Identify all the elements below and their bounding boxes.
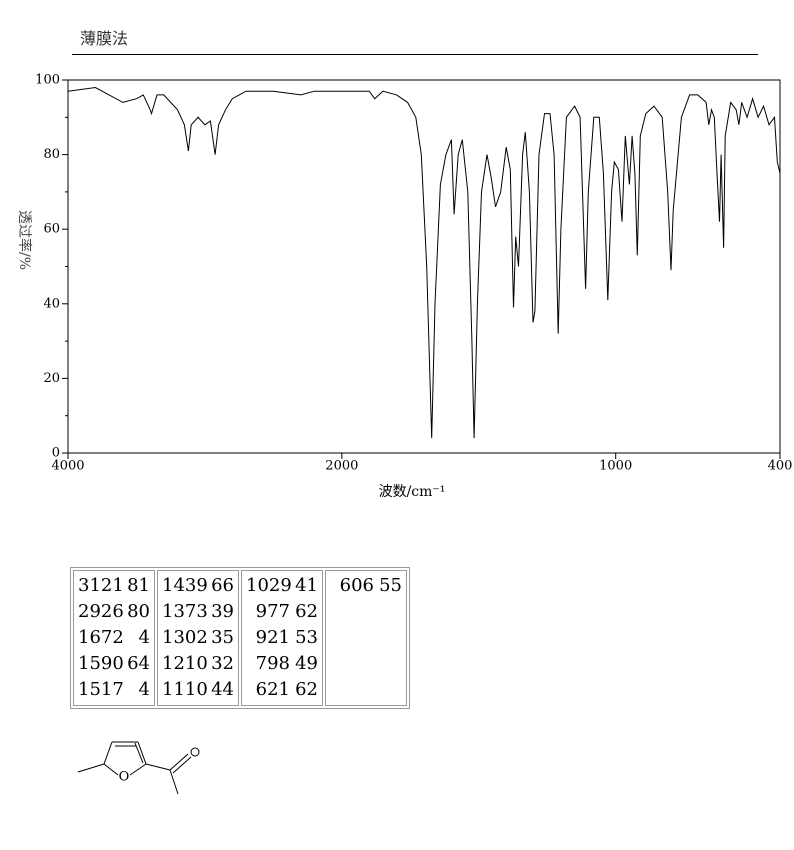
table-row: 606 55 xyxy=(330,573,402,599)
chart: 波数/cm⁻¹ 透过率/% 0 20 40 60 80 100 4000 2000 1000 40… xyxy=(16,73,793,501)
table-row: 921 53 xyxy=(246,625,318,651)
transmittance: 35 xyxy=(211,627,234,648)
wavenumber: 798 xyxy=(255,653,290,674)
transmittance: 32 xyxy=(211,653,234,674)
wavenumber: 2926 xyxy=(78,601,124,622)
table-row: 1110 44 xyxy=(162,677,234,703)
plot-frame xyxy=(67,79,781,454)
table-row: 1517 4 xyxy=(78,677,150,703)
table-row: 1029 41 xyxy=(246,573,318,599)
transmittance: 81 xyxy=(127,575,150,596)
peak-table: 3121 81 2926 80 1672 4 1590 64 1517 4 1439 66 1373 39… xyxy=(70,567,410,709)
transmittance: 55 xyxy=(379,575,402,596)
transmittance: 64 xyxy=(127,653,150,674)
wavenumber: 1373 xyxy=(162,601,208,622)
transmittance: 41 xyxy=(295,575,318,596)
molecule: O xyxy=(77,741,200,795)
wavenumber: 621 xyxy=(255,679,290,700)
table-column: 606 55 xyxy=(325,570,407,706)
transmittance: 80 xyxy=(127,601,150,622)
header-rule xyxy=(72,54,758,55)
transmittance: 4 xyxy=(138,627,150,648)
table-column: 1029 41 977 62 921 53 798 49 621 62 xyxy=(241,570,323,706)
transmittance: 4 xyxy=(138,679,150,700)
wavenumber: 3121 xyxy=(78,575,124,596)
y-tick-label: 40 xyxy=(43,296,60,311)
table-row: 798 49 xyxy=(246,651,318,677)
wavenumber: 1439 xyxy=(162,575,208,596)
x-axis-label: 波数/cm⁻¹ xyxy=(379,484,446,500)
table-column: 1439 66 1373 39 1302 35 1210 32 1110 44 xyxy=(157,570,239,706)
transmittance: 62 xyxy=(295,601,318,622)
table-row: 1672 4 xyxy=(78,625,150,651)
table-column: 3121 81 2926 80 1672 4 1590 64 1517 4 xyxy=(73,570,155,706)
y-tick-label: 100 xyxy=(35,73,60,88)
table-row: 977 62 xyxy=(246,599,318,625)
spectrum-line xyxy=(67,86,781,439)
transmittance: 62 xyxy=(295,679,318,700)
table-row: 621 62 xyxy=(246,677,318,703)
y-tick-label: 20 xyxy=(43,371,60,386)
transmittance: 44 xyxy=(211,679,234,700)
table-row: 1439 66 xyxy=(162,573,234,599)
wavenumber: 606 xyxy=(339,575,374,596)
transmittance: 66 xyxy=(211,575,234,596)
transmittance: 39 xyxy=(211,601,234,622)
wavenumber: 1517 xyxy=(78,679,124,700)
x-tick-label: 1000 xyxy=(599,459,632,474)
table-row: 1373 39 xyxy=(162,599,234,625)
wavenumber: 977 xyxy=(255,601,290,622)
transmittance: 53 xyxy=(295,627,318,648)
wavenumber: 1590 xyxy=(78,653,124,674)
wavenumber: 1302 xyxy=(162,627,208,648)
atom-label: O xyxy=(119,770,130,785)
wavenumber: 921 xyxy=(255,627,290,648)
table-row: 1302 35 xyxy=(162,625,234,651)
transmittance: 49 xyxy=(295,653,318,674)
header-title: 薄膜法 xyxy=(80,29,129,48)
table-row: 2926 80 xyxy=(78,599,150,625)
wavenumber: 1210 xyxy=(162,653,208,674)
y-axis-label: 透过率/% xyxy=(16,210,33,270)
x-tick-label: 400 xyxy=(768,459,793,474)
y-tick-label: 60 xyxy=(43,222,60,237)
y-tick-label: 0 xyxy=(52,446,60,461)
table-row: 1210 32 xyxy=(162,651,234,677)
wavenumber: 1029 xyxy=(246,575,292,596)
wavenumber: 1672 xyxy=(78,627,124,648)
wavenumber: 1110 xyxy=(162,679,208,700)
table-row: 1590 64 xyxy=(78,651,150,677)
x-tick-label: 2000 xyxy=(325,459,358,474)
table-row: 3121 81 xyxy=(78,573,150,599)
x-tick-label: 4000 xyxy=(51,459,84,474)
y-tick-label: 80 xyxy=(43,147,60,162)
